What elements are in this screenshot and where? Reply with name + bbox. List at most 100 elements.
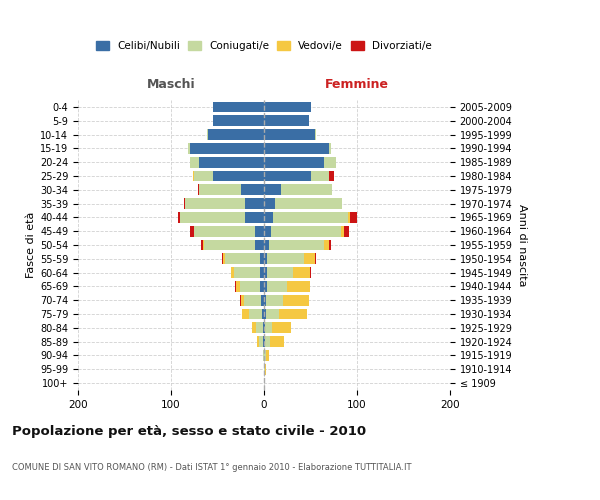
Bar xyxy=(264,240,269,250)
Bar xyxy=(264,308,266,320)
Bar xyxy=(185,198,245,209)
Bar xyxy=(199,184,241,195)
Bar xyxy=(194,170,213,181)
Bar xyxy=(256,322,263,333)
Bar xyxy=(190,157,199,168)
Bar xyxy=(283,295,308,306)
Bar xyxy=(267,254,304,264)
Bar xyxy=(344,226,349,236)
Bar xyxy=(190,143,264,154)
Bar xyxy=(178,212,181,223)
Bar xyxy=(264,198,275,209)
Bar xyxy=(315,254,316,264)
Bar xyxy=(199,157,264,168)
Bar xyxy=(348,212,350,223)
Bar xyxy=(223,254,225,264)
Bar xyxy=(264,102,311,112)
Bar xyxy=(264,212,274,223)
Bar xyxy=(264,295,266,306)
Bar xyxy=(266,350,269,361)
Bar xyxy=(213,170,264,181)
Bar xyxy=(266,295,283,306)
Bar xyxy=(264,129,315,140)
Bar xyxy=(194,226,254,236)
Bar xyxy=(265,322,272,333)
Bar xyxy=(315,129,316,140)
Bar xyxy=(181,212,245,223)
Y-axis label: Anni di nascita: Anni di nascita xyxy=(517,204,527,286)
Bar xyxy=(236,281,240,292)
Bar xyxy=(311,170,329,181)
Bar xyxy=(190,226,194,236)
Bar xyxy=(304,254,315,264)
Bar xyxy=(222,254,223,264)
Bar xyxy=(213,102,264,112)
Bar xyxy=(266,308,279,320)
Text: Popolazione per età, sesso e stato civile - 2010: Popolazione per età, sesso e stato civil… xyxy=(12,425,366,438)
Bar xyxy=(264,157,325,168)
Bar xyxy=(265,336,269,347)
Bar xyxy=(230,267,232,278)
Bar xyxy=(241,184,264,195)
Bar xyxy=(235,281,236,292)
Bar xyxy=(213,116,264,126)
Y-axis label: Fasce di età: Fasce di età xyxy=(26,212,36,278)
Bar xyxy=(325,157,335,168)
Bar xyxy=(207,129,208,140)
Bar xyxy=(262,308,264,320)
Bar xyxy=(264,143,329,154)
Bar xyxy=(264,336,265,347)
Bar xyxy=(234,267,260,278)
Bar xyxy=(267,281,287,292)
Bar xyxy=(241,295,244,306)
Bar xyxy=(329,240,331,250)
Bar xyxy=(350,212,357,223)
Bar xyxy=(259,336,263,347)
Bar xyxy=(225,254,260,264)
Bar xyxy=(244,295,261,306)
Bar xyxy=(232,267,234,278)
Bar xyxy=(264,226,271,236)
Bar xyxy=(264,350,266,361)
Bar xyxy=(242,308,249,320)
Bar xyxy=(265,364,266,374)
Bar xyxy=(264,267,267,278)
Bar xyxy=(264,116,308,126)
Bar xyxy=(252,322,256,333)
Bar xyxy=(184,198,185,209)
Bar xyxy=(329,170,334,181)
Bar xyxy=(269,336,284,347)
Bar xyxy=(281,184,332,195)
Bar xyxy=(325,240,329,250)
Bar xyxy=(245,212,264,223)
Bar xyxy=(249,308,262,320)
Bar xyxy=(245,198,264,209)
Bar xyxy=(272,322,291,333)
Bar xyxy=(264,254,267,264)
Bar xyxy=(263,350,264,361)
Bar xyxy=(293,267,310,278)
Text: Maschi: Maschi xyxy=(146,78,196,91)
Bar xyxy=(264,170,311,181)
Bar xyxy=(341,226,344,236)
Bar xyxy=(260,254,264,264)
Bar xyxy=(264,322,265,333)
Bar xyxy=(260,281,264,292)
Bar xyxy=(188,143,190,154)
Bar xyxy=(261,295,264,306)
Bar xyxy=(329,143,331,154)
Bar xyxy=(193,170,194,181)
Text: COMUNE DI SAN VITO ROMANO (RM) - Dati ISTAT 1° gennaio 2010 - Elaborazione TUTTI: COMUNE DI SAN VITO ROMANO (RM) - Dati IS… xyxy=(12,463,412,472)
Text: Femmine: Femmine xyxy=(325,78,389,91)
Bar xyxy=(269,240,325,250)
Bar xyxy=(279,308,307,320)
Bar xyxy=(264,184,281,195)
Bar xyxy=(263,322,264,333)
Bar xyxy=(260,267,264,278)
Bar xyxy=(201,240,203,250)
Bar xyxy=(274,212,348,223)
Bar xyxy=(310,267,311,278)
Bar xyxy=(203,240,254,250)
Bar xyxy=(240,295,241,306)
Bar xyxy=(275,198,342,209)
